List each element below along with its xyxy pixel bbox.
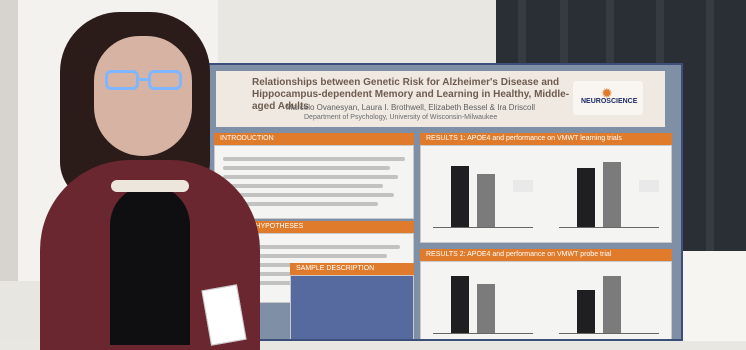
- glasses-left-lens: [105, 70, 139, 90]
- results-top-left-chart: [433, 156, 533, 228]
- black-top: [110, 185, 190, 345]
- face: [94, 36, 192, 156]
- text-line: [223, 202, 378, 206]
- text-line: [223, 175, 398, 179]
- logo-text: NEUROSCIENCE: [581, 98, 638, 105]
- chart-legend: [639, 180, 659, 192]
- section-results-bottom: RESULTS 2: APOE4 and performance on VMWT…: [420, 249, 672, 261]
- chart-bar: [577, 168, 595, 228]
- chart-bar: [603, 276, 621, 334]
- chart-axis: [433, 227, 533, 228]
- results-top-right-chart: [559, 156, 659, 228]
- results-bottom-panel: [420, 261, 672, 339]
- sun-icon: ✹: [601, 85, 613, 101]
- results-bottom-right-chart: [559, 270, 659, 334]
- chart-bar: [603, 162, 621, 228]
- text-line: [223, 193, 395, 197]
- introduction-text: [223, 152, 405, 212]
- poster-authors: Marcelo Ovanesyan, Laura I. Brothwell, E…: [286, 103, 535, 112]
- text-line: [223, 245, 400, 249]
- results-bottom-left-chart: [433, 270, 533, 334]
- chart-axis: [433, 333, 533, 334]
- section-aims: AIMS AND HYPOTHESES: [214, 221, 414, 233]
- chart-axis: [559, 333, 659, 334]
- text-line: [223, 254, 387, 258]
- text-line: [223, 184, 384, 188]
- curtain-fold: [706, 0, 714, 270]
- white-collar: [111, 180, 189, 192]
- chart-bar: [577, 290, 595, 334]
- poster-logo: ✹ NEUROSCIENCE: [573, 81, 643, 115]
- glasses-right-lens: [148, 70, 182, 90]
- chart-axis: [559, 227, 659, 228]
- chart-legend: [513, 180, 533, 192]
- poster-title: Relationships between Genetic Risk for A…: [252, 77, 570, 112]
- person: [0, 0, 300, 350]
- chart-bar: [451, 276, 469, 334]
- poster-header: Relationships between Genetic Risk for A…: [216, 71, 665, 127]
- results-top-panel: [420, 145, 672, 243]
- section-results-top: RESULTS 1: APOE4 and performance on VMWT…: [420, 133, 672, 145]
- research-poster: Relationships between Genetic Risk for A…: [198, 63, 683, 341]
- chart-bar: [477, 284, 495, 334]
- glasses-bridge: [139, 78, 148, 81]
- poster-department: Department of Psychology, University of …: [304, 114, 498, 121]
- section-sample-description: SAMPLE DESCRIPTION: [290, 263, 414, 275]
- text-line: [223, 157, 405, 161]
- section-introduction: INTRODUCTION: [214, 133, 414, 145]
- chart-bar: [451, 166, 469, 228]
- chart-bar: [477, 174, 495, 228]
- sample-table: [290, 275, 414, 339]
- text-line: [223, 166, 391, 170]
